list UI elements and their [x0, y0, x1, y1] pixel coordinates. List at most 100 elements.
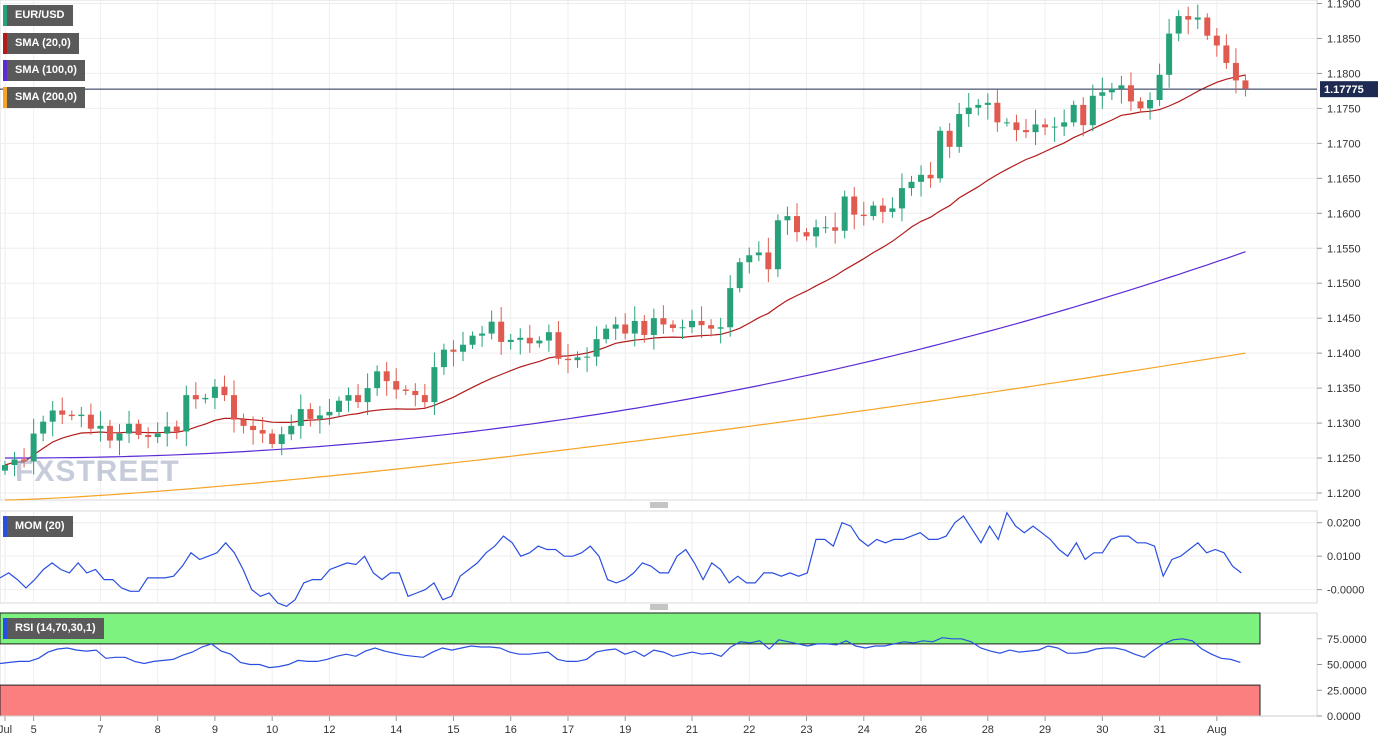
- candle[interactable]: [1185, 6, 1192, 35]
- candle[interactable]: [135, 419, 142, 440]
- candle[interactable]: [231, 380, 238, 433]
- candle[interactable]: [450, 340, 457, 367]
- pane-resize-handle[interactable]: [650, 502, 668, 508]
- candle[interactable]: [774, 214, 781, 277]
- candle[interactable]: [488, 310, 495, 340]
- candle[interactable]: [297, 394, 304, 439]
- candle[interactable]: [1242, 74, 1249, 97]
- legend-sma20[interactable]: SMA (20,0): [3, 33, 79, 54]
- candle[interactable]: [87, 403, 94, 435]
- candle[interactable]: [259, 417, 266, 444]
- candle[interactable]: [946, 123, 953, 159]
- candle[interactable]: [507, 333, 514, 350]
- candle[interactable]: [746, 247, 753, 274]
- candle[interactable]: [965, 93, 972, 127]
- candle[interactable]: [956, 102, 963, 153]
- candle[interactable]: [908, 175, 915, 196]
- candle[interactable]: [660, 305, 667, 334]
- candle[interactable]: [393, 368, 400, 399]
- candle[interactable]: [1166, 18, 1173, 88]
- candle[interactable]: [97, 411, 104, 442]
- candle[interactable]: [1194, 4, 1201, 30]
- candle[interactable]: [126, 410, 133, 444]
- pane-resize-handle[interactable]: [650, 604, 668, 610]
- candle[interactable]: [164, 411, 171, 447]
- candle[interactable]: [211, 379, 218, 410]
- candle[interactable]: [1147, 92, 1154, 120]
- candle[interactable]: [183, 385, 190, 447]
- candle[interactable]: [813, 219, 820, 248]
- candle[interactable]: [11, 451, 18, 477]
- candle[interactable]: [536, 336, 543, 348]
- candle[interactable]: [1061, 109, 1068, 137]
- candle[interactable]: [30, 418, 37, 475]
- candle[interactable]: [841, 190, 848, 239]
- candle[interactable]: [173, 420, 180, 440]
- candle[interactable]: [793, 203, 800, 242]
- candle[interactable]: [355, 383, 362, 409]
- candle[interactable]: [250, 416, 257, 445]
- candle[interactable]: [335, 396, 342, 417]
- candle[interactable]: [374, 365, 381, 396]
- candle[interactable]: [593, 326, 600, 367]
- candle[interactable]: [68, 410, 75, 421]
- candle[interactable]: [1089, 84, 1096, 132]
- candle[interactable]: [1223, 34, 1230, 69]
- candle[interactable]: [59, 397, 66, 425]
- candle[interactable]: [832, 212, 839, 244]
- candle[interactable]: [1099, 77, 1106, 109]
- candle[interactable]: [202, 393, 209, 404]
- candle[interactable]: [727, 275, 734, 337]
- candle[interactable]: [1042, 118, 1049, 135]
- candle[interactable]: [145, 427, 152, 449]
- candle[interactable]: [316, 405, 323, 434]
- legend-rsi[interactable]: RSI (14,70,30,1): [3, 618, 104, 639]
- candle[interactable]: [431, 352, 438, 416]
- candle[interactable]: [631, 306, 638, 347]
- candle[interactable]: [822, 216, 829, 234]
- candle[interactable]: [116, 424, 123, 456]
- candle[interactable]: [765, 237, 772, 283]
- candle[interactable]: [1108, 82, 1115, 100]
- candle[interactable]: [689, 309, 696, 334]
- candle[interactable]: [717, 317, 724, 344]
- candle[interactable]: [1051, 117, 1058, 142]
- candle[interactable]: [1137, 97, 1144, 113]
- candle[interactable]: [326, 398, 333, 425]
- candle[interactable]: [345, 387, 352, 412]
- candle[interactable]: [1127, 72, 1134, 111]
- candle[interactable]: [288, 414, 295, 441]
- candle[interactable]: [898, 173, 905, 222]
- candle[interactable]: [545, 324, 552, 352]
- candle[interactable]: [106, 419, 113, 449]
- candle[interactable]: [1175, 10, 1182, 42]
- candle[interactable]: [1156, 63, 1163, 106]
- candle[interactable]: [402, 385, 409, 396]
- candle[interactable]: [555, 320, 562, 365]
- candle[interactable]: [221, 375, 228, 402]
- candle[interactable]: [803, 227, 810, 241]
- candle[interactable]: [708, 319, 715, 337]
- legend-sma100[interactable]: SMA (100,0): [3, 60, 85, 81]
- candle[interactable]: [2, 460, 8, 475]
- candle[interactable]: [851, 187, 858, 230]
- candle[interactable]: [440, 343, 447, 375]
- candle[interactable]: [860, 201, 867, 226]
- candle[interactable]: [49, 401, 56, 437]
- candle[interactable]: [650, 308, 657, 350]
- candle[interactable]: [736, 258, 743, 293]
- candle[interactable]: [269, 429, 276, 449]
- candle[interactable]: [1070, 100, 1077, 127]
- candle[interactable]: [669, 320, 676, 333]
- candle[interactable]: [975, 98, 982, 116]
- candle[interactable]: [364, 373, 371, 416]
- candle[interactable]: [879, 197, 886, 224]
- candle[interactable]: [927, 161, 934, 188]
- candle[interactable]: [240, 413, 247, 434]
- candle[interactable]: [412, 383, 419, 407]
- candle[interactable]: [679, 319, 686, 340]
- candle[interactable]: [307, 403, 314, 427]
- candle[interactable]: [526, 324, 533, 353]
- candle[interactable]: [469, 331, 476, 349]
- candle[interactable]: [1022, 118, 1029, 139]
